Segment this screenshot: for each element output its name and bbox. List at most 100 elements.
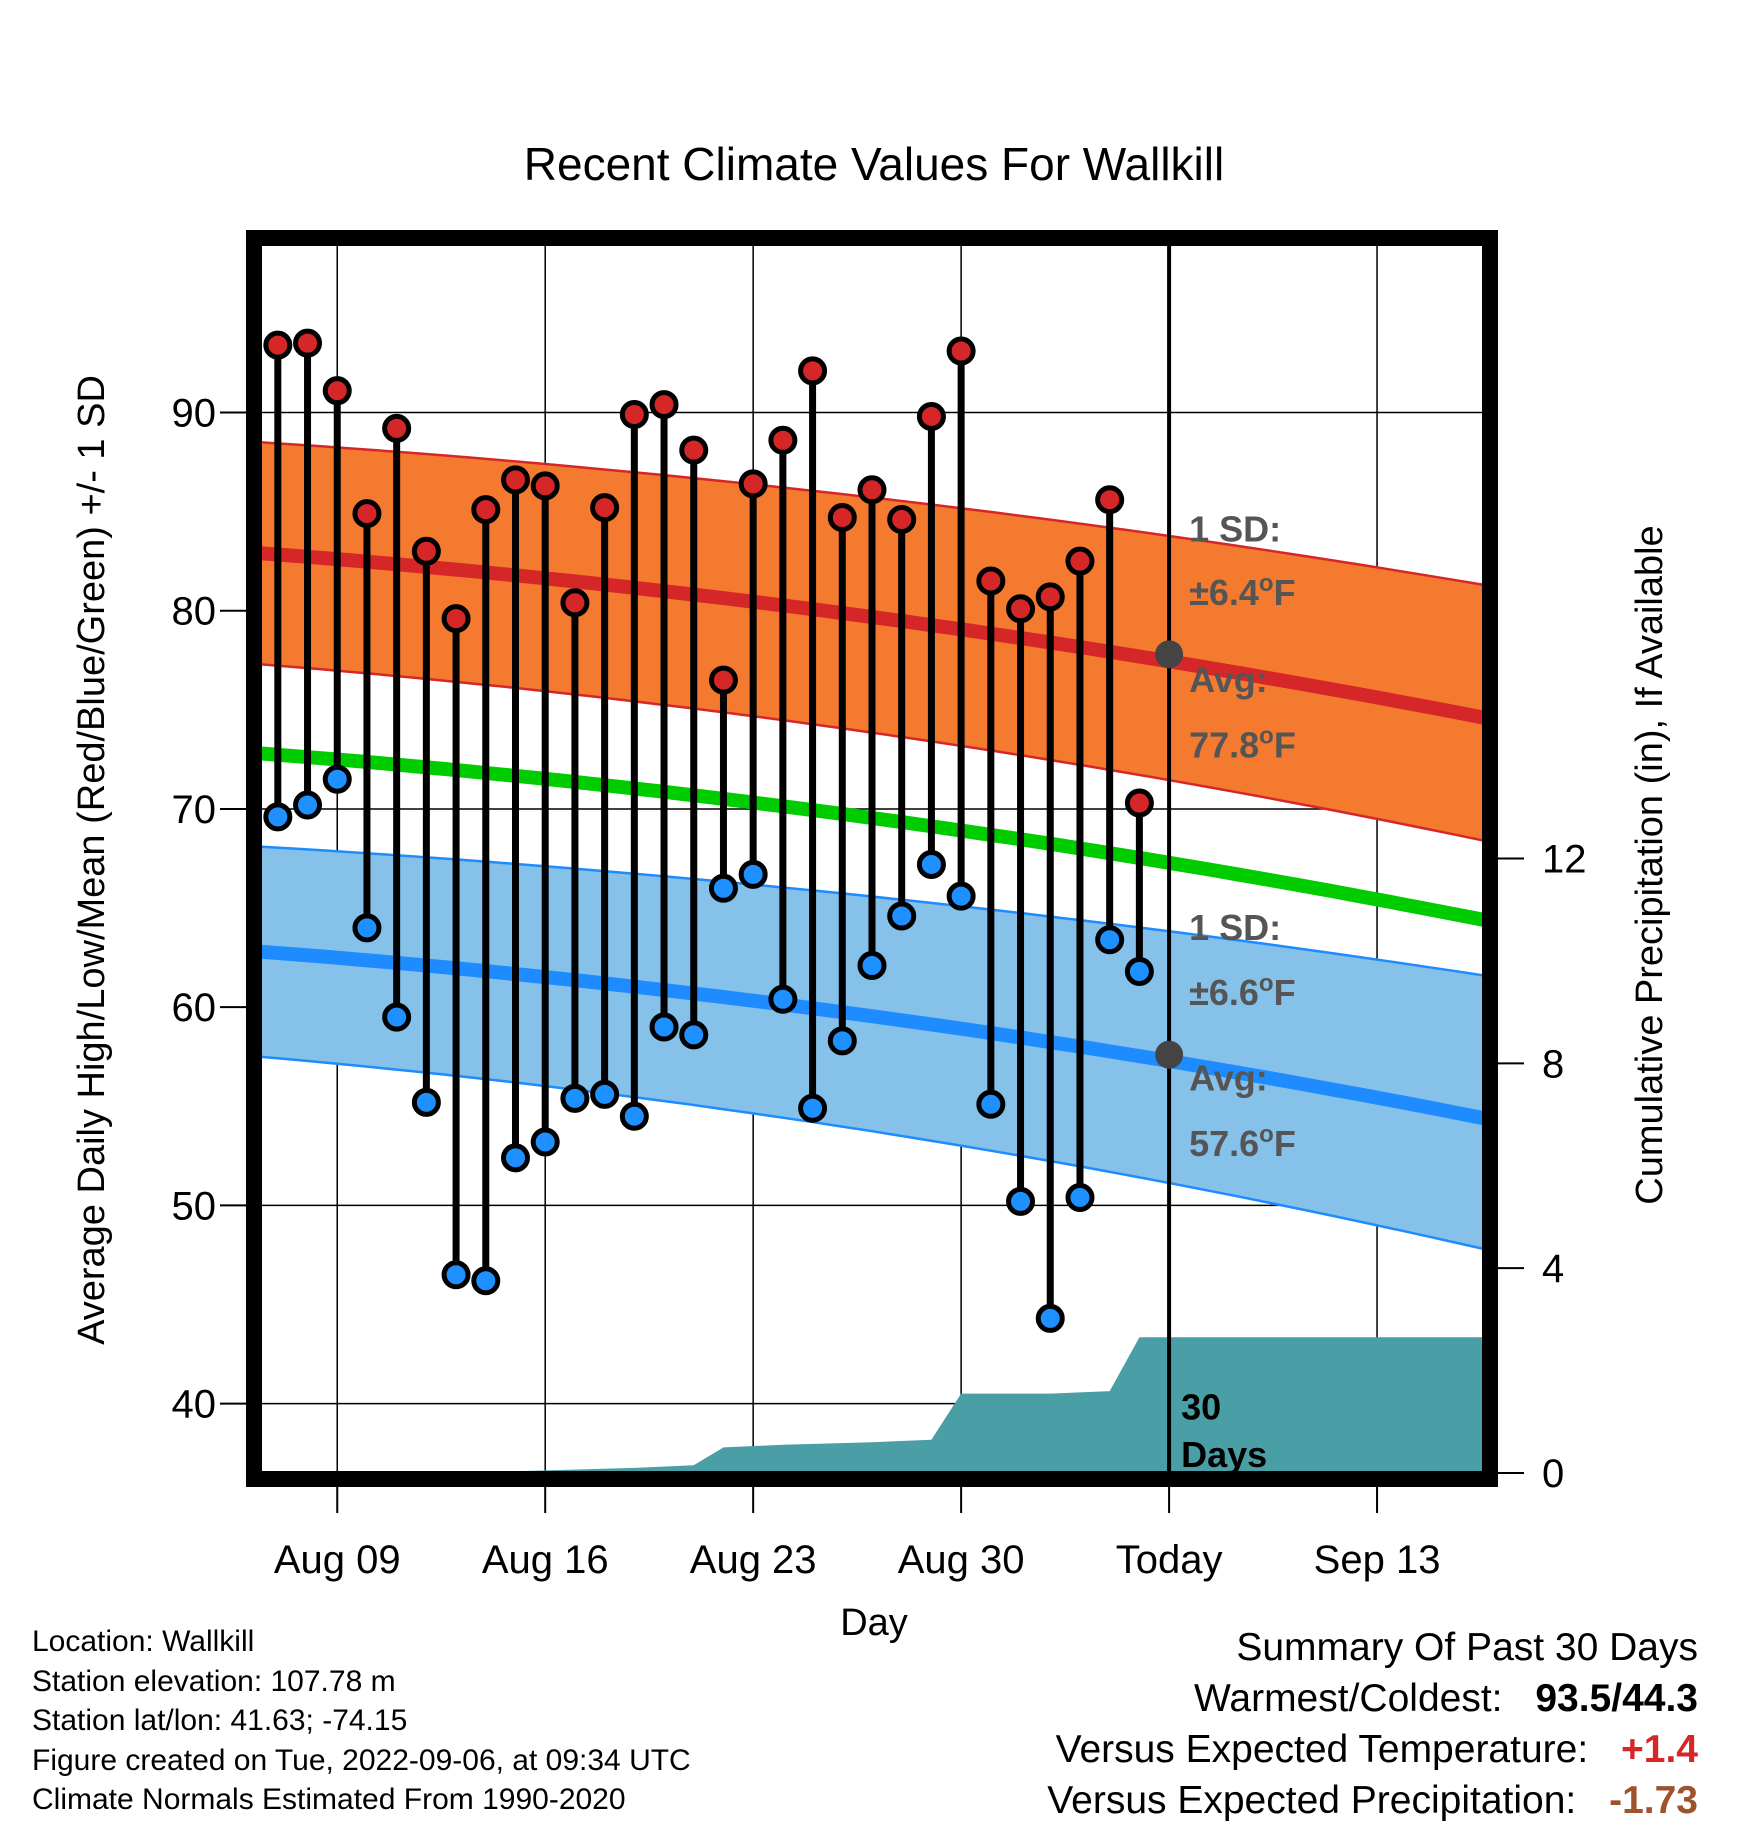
x-axis-label: Day	[840, 1602, 908, 1644]
x-tick-label: Aug 16	[482, 1538, 609, 1582]
daily-low-point	[827, 1026, 857, 1056]
low-sd-band-lower-edge	[259, 1055, 1485, 1251]
precip-departure-label: Versus Expected Precipitation:	[1047, 1779, 1577, 1822]
daily-low-point	[649, 1012, 679, 1042]
y-axis-label-left: Average Daily High/Low/Mean (Red/Blue/Gr…	[71, 375, 113, 1345]
daily-low-point	[679, 1020, 709, 1050]
daily-low-point	[471, 1266, 501, 1296]
high-sd-value: ±6.4oF	[1189, 570, 1295, 613]
daily-low-point	[798, 1093, 828, 1123]
daily-low-point	[590, 1079, 620, 1109]
chart-title: Recent Climate Values For Wallkill	[524, 138, 1224, 190]
daily-high-point	[976, 566, 1006, 596]
daily-low-point	[1095, 925, 1125, 955]
y-tick-label-left: 80	[172, 590, 217, 634]
daily-high-point	[1035, 582, 1065, 612]
daily-low-point	[1035, 1303, 1065, 1333]
daily-low-point	[619, 1101, 649, 1131]
temp-departure-value: +1.4	[1621, 1728, 1698, 1771]
daily-high-point	[530, 471, 560, 501]
x-tick-label: Sep 13	[1314, 1538, 1441, 1582]
days-label-2: Days	[1181, 1434, 1267, 1475]
daily-high-point	[322, 376, 352, 406]
precip-departure-row: Versus Expected Precipitation: -1.73	[1047, 1775, 1698, 1826]
daily-high-point	[1124, 788, 1154, 818]
daily-high-point	[1065, 546, 1095, 576]
y-tick-label-left: 50	[172, 1184, 217, 1228]
elevation-text: Station elevation: 107.78 m	[32, 1664, 396, 1698]
normals-text: Climate Normals Estimated From 1990-2020	[32, 1783, 626, 1816]
low-normal-line	[259, 944, 1486, 1126]
plot-area: 1 SD: ±6.4oF Avg: 77.8oF 1 SD: ±6.6oF Avg: 57.6…	[172, 230, 1587, 1582]
daily-high-point	[293, 328, 323, 358]
daily-low-point	[530, 1127, 560, 1157]
daily-high-point	[1006, 594, 1036, 624]
daily-low-point	[441, 1260, 471, 1290]
daily-low-point	[500, 1143, 530, 1173]
daily-low-point	[916, 849, 946, 879]
daily-low-point	[560, 1083, 590, 1113]
daily-low-point	[322, 764, 352, 794]
daily-high-point	[679, 435, 709, 465]
high-avg-value: 77.8oF	[1189, 722, 1296, 765]
high-avg-label: Avg:	[1189, 659, 1268, 700]
daily-high-point	[768, 425, 798, 455]
warmest-coldest-value: 93.5/44.3	[1535, 1677, 1698, 1720]
daily-low-point	[768, 984, 798, 1014]
precip-area	[260, 1337, 1484, 1473]
low-avg-value: 57.6oF	[1189, 1121, 1296, 1164]
days-label-1: 30	[1181, 1386, 1221, 1427]
y-tick-label-right: 8	[1542, 1042, 1564, 1086]
summary-panel: Summary Of Past 30 Days Warmest/Coldest:…	[1047, 1622, 1698, 1826]
daily-low-point	[738, 859, 768, 889]
precip-departure-value: -1.73	[1609, 1779, 1698, 1822]
high-sd-label: 1 SD:	[1189, 508, 1281, 549]
daily-low-point	[887, 901, 917, 931]
daily-high-point	[916, 401, 946, 431]
daily-high-point	[798, 356, 828, 386]
daily-low-point	[352, 913, 382, 943]
station-info: Location: Wallkill Station elevation: 10…	[32, 1622, 691, 1820]
daily-low-point	[293, 790, 323, 820]
today-avg-low-marker	[1155, 1040, 1184, 1069]
daily-high-point	[1095, 485, 1125, 515]
temp-departure-row: Versus Expected Temperature: +1.4	[1047, 1724, 1698, 1775]
daily-high-point	[411, 536, 441, 566]
x-tick-label: Aug 30	[898, 1538, 1025, 1582]
today-avg-high-marker	[1155, 640, 1184, 669]
daily-high-point	[263, 330, 293, 360]
y-tick-label-left: 60	[172, 986, 217, 1030]
daily-high-point	[946, 336, 976, 366]
warmest-coldest-label: Warmest/Coldest:	[1194, 1677, 1503, 1720]
daily-low-point	[857, 951, 887, 981]
low-sd-band	[260, 846, 1484, 1249]
daily-high-point	[649, 390, 679, 420]
daily-low-point	[708, 873, 738, 903]
daily-low-point	[411, 1087, 441, 1117]
daily-low-point	[1006, 1186, 1036, 1216]
x-tick-label: Aug 09	[274, 1538, 401, 1582]
y-tick-label-right: 12	[1542, 838, 1587, 882]
daily-high-point	[708, 665, 738, 695]
low-sd-label: 1 SD:	[1189, 907, 1281, 948]
daily-low-point	[382, 1002, 412, 1032]
daily-low-point	[976, 1089, 1006, 1119]
daily-high-point	[738, 469, 768, 499]
daily-high-point	[857, 475, 887, 505]
location-text: Location: Wallkill	[32, 1625, 255, 1658]
y-tick-label-right: 0	[1542, 1452, 1564, 1496]
y-tick-label-left: 70	[172, 788, 217, 832]
warmest-coldest-row: Warmest/Coldest: 93.5/44.3	[1047, 1673, 1698, 1724]
x-tick-label: Today	[1116, 1538, 1223, 1582]
daily-high-point	[619, 399, 649, 429]
daily-high-point	[887, 505, 917, 535]
low-avg-label: Avg:	[1189, 1057, 1268, 1098]
temp-departure-label: Versus Expected Temperature:	[1055, 1728, 1589, 1771]
daily-high-point	[827, 503, 857, 533]
y-axis-label-right: Cumulative Precipitation (in), If Availa…	[1629, 525, 1671, 1204]
x-tick-label: Aug 23	[690, 1538, 817, 1582]
y-tick-label-left: 90	[172, 391, 217, 435]
daily-high-point	[560, 588, 590, 618]
latlon-text: Station lat/lon: 41.63; -74.15	[32, 1704, 408, 1737]
low-sd-value: ±6.6oF	[1189, 970, 1295, 1013]
